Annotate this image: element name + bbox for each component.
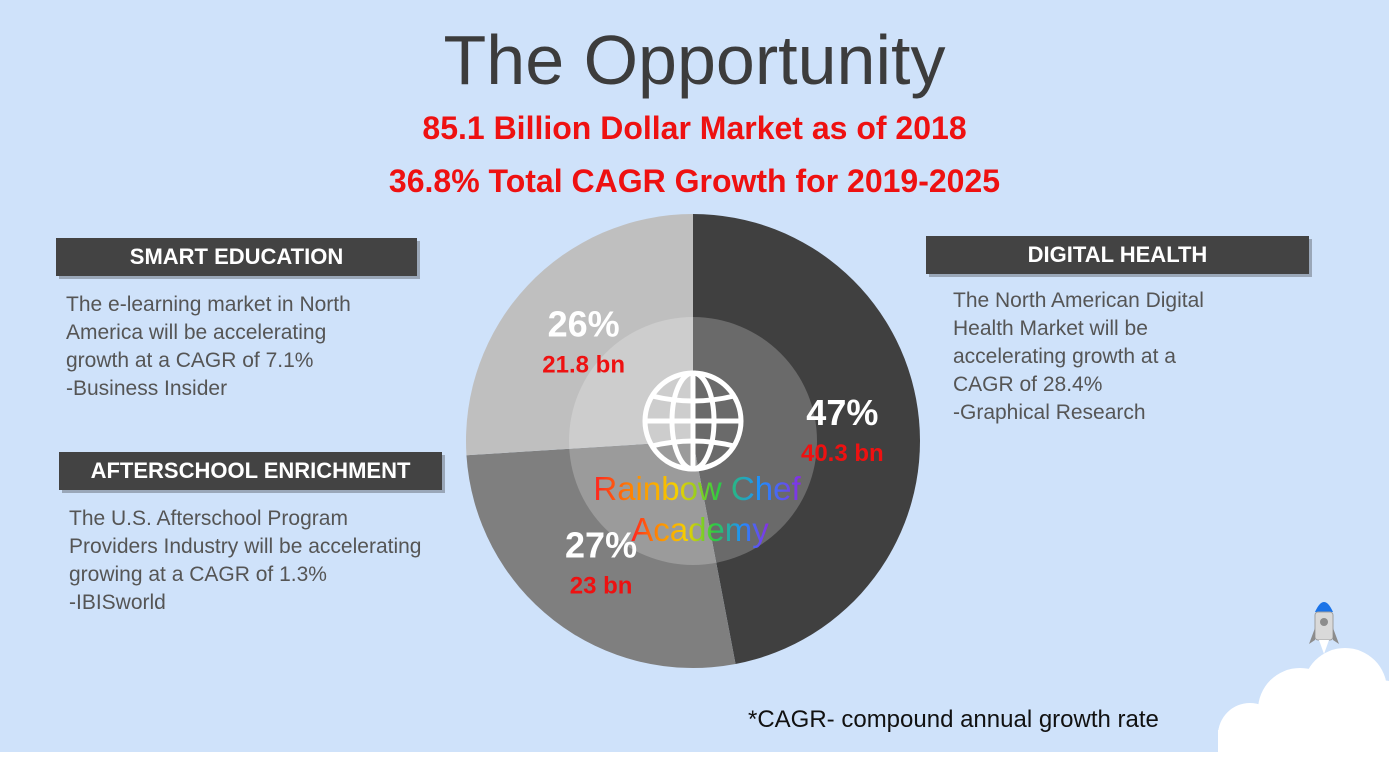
smart-education-line: The e-learning market in North	[66, 293, 351, 316]
afterschool-text: The U.S. Afterschool Program Providers I…	[69, 505, 422, 617]
slide: The Opportunity 85.1 Billion Dollar Mark…	[0, 0, 1389, 752]
afterschool-header: AFTERSCHOOL ENRICHMENT	[59, 452, 442, 490]
afterschool-line: growing at a CAGR of 1.3%	[69, 563, 327, 586]
smart-education-header: SMART EDUCATION	[56, 238, 417, 276]
cagr-subtitle: 36.8% Total CAGR Growth for 2019-2025	[388, 163, 1001, 199]
globe-icon	[642, 370, 744, 472]
market-size-subtitle: 85.1 Billion Dollar Market as of 2018	[422, 110, 967, 146]
pie-percent-label: 47%	[806, 392, 878, 433]
pie-slice	[693, 214, 920, 664]
logo-text-line: Rainbow Chef	[593, 470, 801, 507]
digital-health-header: DIGITAL HEALTH	[926, 236, 1309, 274]
market-pie-chart: Rainbow Chef Academy 47% 40.3 bn 27% 23 bn 2…	[466, 214, 1389, 752]
rocket-icon	[1309, 602, 1339, 654]
digital-health-line: The North American Digital	[953, 289, 1204, 312]
digital-health-line: accelerating growth at a	[953, 345, 1176, 368]
logo-text-line: Academy	[631, 511, 769, 548]
digital-health-line: CAGR of 28.4%	[953, 373, 1103, 396]
smart-education-line: growth at a CAGR of 7.1%	[66, 349, 314, 372]
slide-title: The Opportunity	[443, 21, 946, 99]
pie-slice	[466, 441, 736, 668]
smart-education-source: -Business Insider	[66, 377, 228, 400]
cagr-footnote: *CAGR- compound annual growth rate	[748, 706, 1159, 733]
afterschool-source: -IBISworld	[69, 591, 166, 614]
pie-value-label: 21.8 bn	[542, 351, 625, 378]
pie-value-label: 40.3 bn	[801, 440, 884, 467]
pie-percent-label: 27%	[565, 525, 637, 566]
smart-education-line: America will be accelerating	[66, 321, 327, 344]
digital-health-line: Health Market will be	[953, 317, 1148, 340]
pie-value-label: 23 bn	[570, 573, 633, 600]
pie-percent-label: 26%	[548, 303, 620, 344]
digital-health-source: -Graphical Research	[953, 401, 1146, 424]
afterschool-line: Providers Industry will be accelerating	[69, 535, 422, 558]
afterschool-line: The U.S. Afterschool Program	[69, 507, 348, 530]
digital-health-text: The North American Digital Health Market…	[953, 287, 1204, 427]
cloud-icon	[1218, 648, 1389, 752]
pie-slice	[466, 214, 693, 456]
smart-education-text: The e-learning market in North America w…	[66, 291, 351, 403]
